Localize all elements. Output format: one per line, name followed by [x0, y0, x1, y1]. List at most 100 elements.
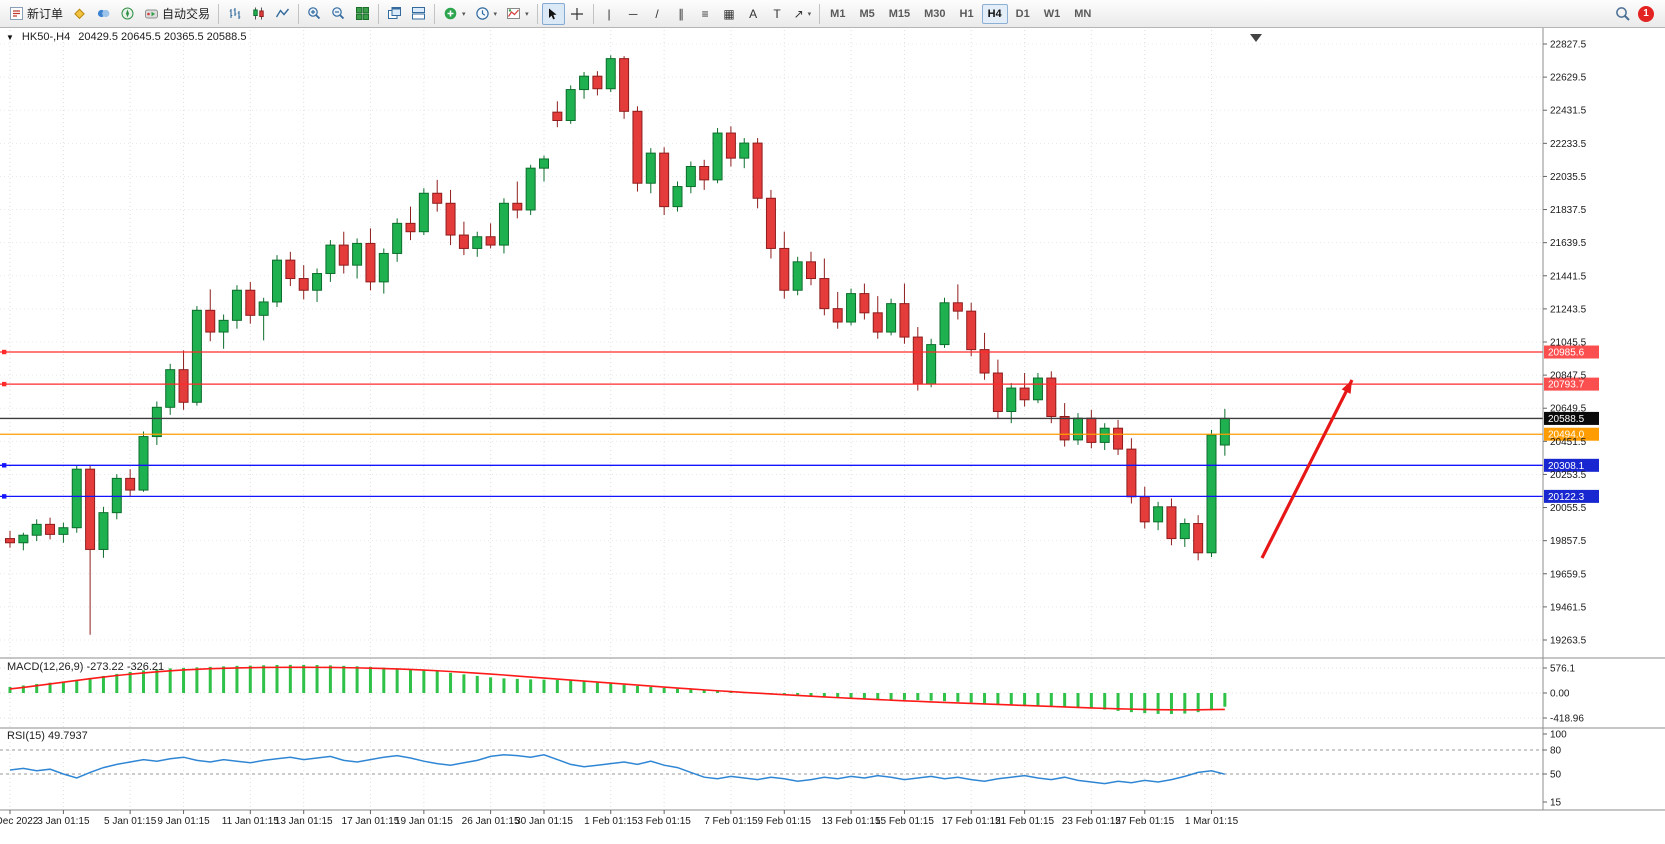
rsi-panel[interactable]: [9, 754, 1226, 785]
text-label-tool-button[interactable]: T: [766, 3, 789, 25]
macd-panel[interactable]: [8, 664, 1227, 715]
horizontal-line-object[interactable]: 20793.7: [0, 377, 1599, 391]
timeframe-m5-button[interactable]: M5: [853, 4, 880, 24]
candle-body: [405, 222, 416, 233]
horizontal-line-object[interactable]: 20308.1: [0, 458, 1599, 472]
svg-text:20122.3: 20122.3: [1548, 492, 1585, 503]
candle-body: [312, 273, 323, 291]
navigator-button[interactable]: [116, 3, 139, 25]
timeframe-mn-button[interactable]: MN: [1068, 4, 1097, 24]
zoom-in-button[interactable]: [303, 3, 326, 25]
candle-body: [365, 242, 376, 283]
candle-body: [992, 372, 1003, 412]
trend-arrow-object[interactable]: [1260, 379, 1354, 559]
horizontal-line-object[interactable]: 20122.3: [0, 489, 1599, 503]
fibonacci-tool-button[interactable]: ≡: [694, 3, 717, 25]
crosshair-button[interactable]: [566, 3, 589, 25]
timeframe-w1-button[interactable]: W1: [1038, 4, 1067, 24]
candle-body: [752, 142, 763, 199]
horizontal-line-icon: ─: [628, 6, 638, 21]
chevron-down-icon: ▾: [462, 10, 466, 18]
new-order-label: 新订单: [27, 7, 64, 21]
timeframe-d1-button[interactable]: D1: [1010, 4, 1036, 24]
svg-text:5 Jan 01:15: 5 Jan 01:15: [104, 816, 157, 827]
metaeditor-button[interactable]: [68, 3, 91, 25]
candle-body: [258, 301, 269, 316]
candle-body: [712, 132, 723, 181]
channel-tool-button[interactable]: ∥: [670, 3, 693, 25]
cursor-button[interactable]: [541, 2, 565, 25]
candlestick-chart-icon: [253, 7, 264, 20]
macd-label: MACD(12,26,9) -273.22 -326.21: [7, 661, 164, 673]
symbol-dropdown-icon[interactable]: ▼: [6, 32, 14, 42]
timeframe-m1-button[interactable]: M1: [824, 4, 851, 24]
timeframe-m30-button[interactable]: M30: [918, 4, 951, 24]
chevron-down-icon: ▾: [493, 10, 498, 18]
macd-title: MACD(12,26,9): [7, 661, 84, 673]
tile-windows-button[interactable]: [351, 3, 374, 25]
candle-body: [285, 259, 296, 280]
candle-body: [619, 58, 630, 112]
bar-chart-button[interactable]: [223, 3, 246, 25]
horizontal-line-tool-button[interactable]: ─: [622, 3, 645, 25]
horizontal-line-object[interactable]: 20494.0: [0, 427, 1599, 441]
candle-body: [1139, 496, 1150, 523]
arrows-tool-button[interactable]: ↗ ▾: [790, 3, 816, 25]
chart-window[interactable]: 20985.6 20793.7 20588.5 20494.0 20308.1 20122…: [0, 28, 1665, 844]
timeframe-h4-button[interactable]: H4: [981, 3, 1008, 24]
macd-values: -273.22 -326.21: [86, 661, 165, 673]
indicators-button[interactable]: ▾: [439, 3, 470, 25]
vertical-line-tool-button[interactable]: |: [598, 3, 621, 25]
candles-layer[interactable]: [5, 55, 1230, 635]
horizontal-line-object[interactable]: 20985.6: [0, 345, 1599, 359]
candle-body: [218, 319, 229, 333]
horizontal-line-object[interactable]: 20588.5: [0, 411, 1599, 425]
cascade-windows-button[interactable]: [383, 3, 406, 25]
market-watch-icon: [97, 9, 110, 18]
chart-canvas[interactable]: 20985.6 20793.7 20588.5 20494.0 20308.1 20122…: [0, 28, 1665, 844]
vertical-line-icon: |: [607, 6, 611, 21]
notification-badge[interactable]: 1: [1638, 5, 1654, 22]
svg-text:9 Feb 01:15: 9 Feb 01:15: [758, 816, 812, 827]
shapes-tool-button[interactable]: ▦: [718, 3, 741, 25]
autotrading-button[interactable]: 自动交易: [140, 3, 214, 25]
svg-text:27 Feb 01:15: 27 Feb 01:15: [1115, 816, 1174, 827]
timeframe-m15-button[interactable]: M15: [883, 4, 916, 24]
svg-text:-418.96: -418.96: [1550, 714, 1584, 725]
hline-objects-layer[interactable]: 20985.6 20793.7 20588.5 20494.0 20308.1 20122…: [0, 345, 1599, 503]
cascade-windows-icon: [388, 7, 402, 19]
rsi-label: RSI(15) 49.7937: [7, 730, 88, 742]
candle-body: [952, 302, 963, 312]
templates-button[interactable]: ▾: [502, 3, 533, 25]
svg-text:100: 100: [1550, 730, 1567, 741]
price-axis[interactable]: 22827.5 22629.5 22431.5 22233.5 22035.5 21837…: [1543, 40, 1587, 809]
new-order-button[interactable]: 新订单: [5, 3, 67, 25]
candle-body: [245, 289, 256, 316]
rsi-title: RSI(15): [7, 730, 45, 742]
svg-text:15: 15: [1550, 798, 1562, 809]
metaeditor-icon: [74, 8, 85, 20]
line-chart-button[interactable]: [271, 3, 294, 25]
candlestick-chart-button[interactable]: [247, 3, 270, 25]
candle-body: [31, 523, 42, 536]
periods-button[interactable]: ▾: [471, 3, 502, 25]
svg-text:22629.5: 22629.5: [1550, 73, 1587, 84]
zoom-in-icon: [308, 7, 321, 20]
trendline-tool-button[interactable]: /: [646, 3, 669, 25]
chart-shift-marker-icon[interactable]: [1250, 34, 1262, 42]
candle-body: [151, 406, 162, 438]
zoom-out-button[interactable]: [327, 3, 350, 25]
toolbar-separator: [298, 3, 300, 24]
svg-text:11 Jan 01:15: 11 Jan 01:15: [222, 816, 280, 827]
market-watch-button[interactable]: [92, 3, 115, 25]
timeframe-h1-button[interactable]: H1: [954, 4, 980, 24]
candle-body: [231, 289, 242, 321]
toolbar-separator: [378, 3, 380, 24]
svg-text:1 Feb 01:15: 1 Feb 01:15: [584, 816, 638, 827]
candle-body: [1046, 377, 1057, 417]
arrange-windows-button[interactable]: [407, 3, 430, 25]
text-tool-button[interactable]: A: [742, 3, 765, 25]
candle-body: [859, 293, 870, 314]
search-button[interactable]: [1611, 3, 1635, 25]
